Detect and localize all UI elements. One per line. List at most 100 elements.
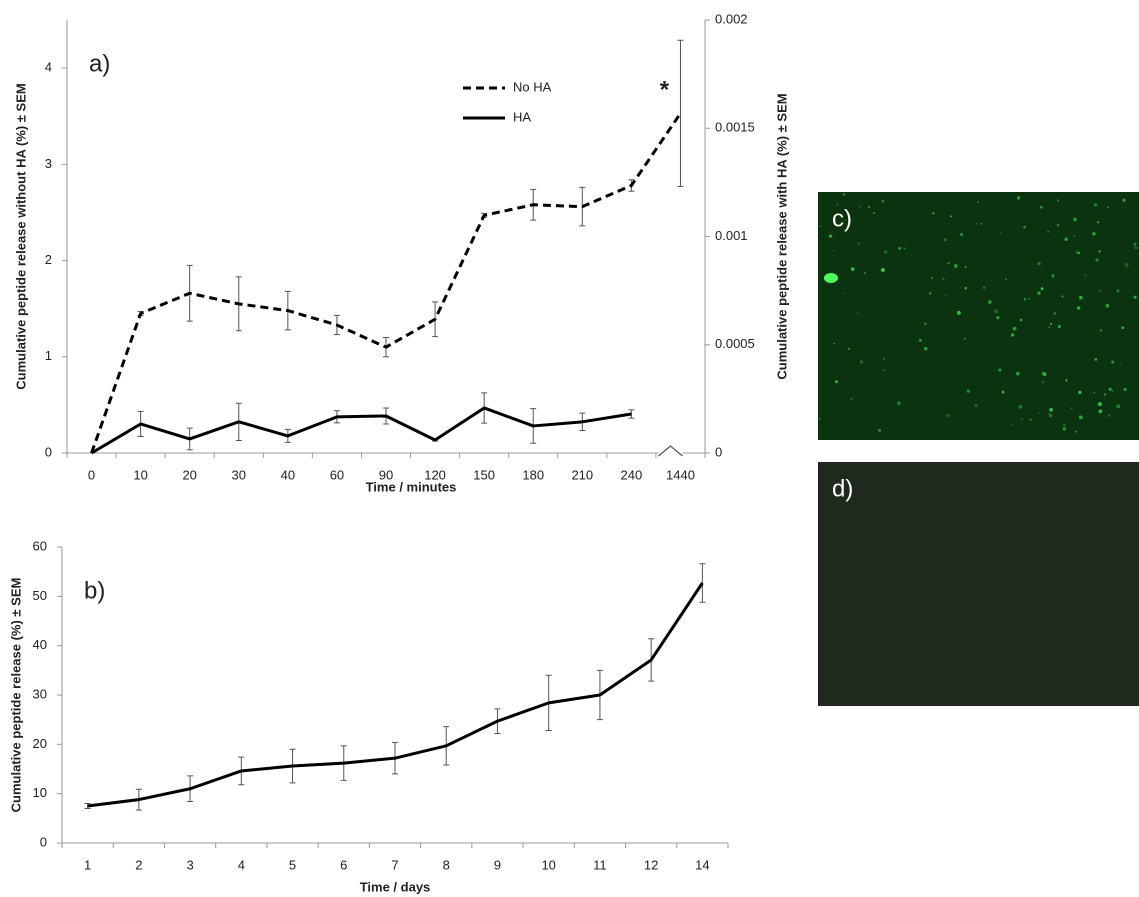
spot — [1065, 379, 1067, 381]
spot — [898, 247, 901, 250]
spot — [1041, 372, 1044, 375]
spot — [1057, 224, 1059, 226]
spot — [931, 277, 933, 279]
spot — [857, 313, 858, 314]
y-tick-label: 4 — [45, 60, 52, 75]
spot — [1028, 298, 1029, 299]
legend-label: HA — [513, 109, 531, 124]
spot — [1061, 261, 1062, 262]
spot — [882, 200, 885, 203]
spot — [1125, 263, 1129, 267]
x-tick-label: 3 — [186, 857, 193, 872]
micrograph-d — [818, 462, 1139, 706]
spot — [1077, 306, 1080, 309]
x-tick-label: 12 — [644, 857, 658, 872]
x-tick-label: 14 — [695, 857, 709, 872]
spot — [1057, 199, 1059, 201]
spot — [1023, 226, 1026, 229]
spot — [1040, 206, 1043, 209]
legend-label: No HA — [513, 79, 552, 94]
micrograph-c — [818, 192, 1139, 440]
spot — [988, 300, 992, 304]
x-tick-label: 9 — [494, 857, 501, 872]
x-tick-label: 7 — [391, 857, 398, 872]
spot — [1017, 196, 1020, 199]
spot — [1071, 407, 1073, 409]
spot — [1092, 232, 1096, 236]
y-tick-label: 10 — [33, 785, 47, 800]
spot — [1024, 298, 1027, 301]
x-tick-label: 0 — [88, 467, 95, 482]
spot — [1016, 372, 1020, 376]
panel-label: d) — [832, 475, 853, 502]
y-tick-label: 40 — [33, 637, 47, 652]
y-tick-label: 1 — [45, 348, 52, 363]
spot — [1085, 274, 1087, 276]
spot — [829, 234, 832, 237]
spot — [1108, 415, 1110, 417]
spot — [994, 309, 998, 313]
spot — [1119, 364, 1121, 366]
y2-tick-label: 0.0015 — [715, 120, 755, 135]
spot — [1121, 326, 1124, 329]
panel-label: c) — [832, 205, 852, 232]
x-tick-label: 10 — [133, 467, 147, 482]
spot — [1074, 235, 1075, 236]
x-tick-label: 60 — [330, 467, 344, 482]
spot — [1049, 414, 1053, 418]
spot — [1116, 289, 1119, 292]
y2-tick-label: 0 — [715, 444, 722, 459]
spot — [1038, 262, 1041, 265]
spot — [1042, 381, 1044, 383]
spot — [1062, 295, 1064, 297]
spot — [1051, 274, 1054, 277]
spot — [864, 272, 867, 275]
spot — [851, 398, 853, 400]
x-tick-label: 30 — [232, 467, 246, 482]
spot — [844, 292, 846, 294]
y-tick-label: 50 — [33, 588, 47, 603]
spot — [1099, 290, 1101, 292]
spot — [1049, 408, 1053, 412]
x-tick-label: 1440 — [666, 467, 695, 482]
y2-tick-label: 0.001 — [715, 228, 748, 243]
spot — [954, 264, 958, 268]
spot — [960, 233, 963, 236]
spot — [957, 311, 961, 315]
spot — [944, 238, 947, 241]
spot — [977, 201, 979, 203]
y-tick-label: 60 — [33, 538, 47, 553]
spot — [873, 212, 875, 214]
spot — [1099, 409, 1103, 413]
spot — [1098, 250, 1100, 252]
spot — [919, 339, 922, 342]
spot — [1063, 423, 1066, 426]
spot — [1048, 326, 1050, 328]
spot — [848, 348, 850, 350]
spot — [1094, 203, 1097, 206]
spot — [1079, 415, 1083, 419]
spot — [1047, 231, 1049, 233]
spot — [980, 223, 982, 225]
spot — [1064, 238, 1067, 241]
spot — [1109, 388, 1112, 391]
spot — [1013, 327, 1017, 331]
x-tick-label: 11 — [593, 857, 607, 872]
spot — [1104, 394, 1106, 396]
y-tick-label: 3 — [45, 156, 52, 171]
spot — [1041, 287, 1044, 290]
spot — [1037, 292, 1040, 295]
spot — [924, 347, 928, 351]
spot — [835, 380, 838, 383]
spot — [929, 292, 932, 295]
spot — [1107, 206, 1109, 208]
x-axis-label: Time / days — [360, 879, 431, 894]
spot — [859, 206, 860, 207]
page: {"chart_data": [ {"type": "line", "panel… — [0, 0, 1139, 897]
spot — [1134, 296, 1137, 299]
spot — [1011, 424, 1013, 426]
x-tick-label: 40 — [281, 467, 295, 482]
spot — [950, 270, 951, 271]
panel-label: b) — [84, 577, 105, 604]
spot — [1005, 278, 1007, 280]
